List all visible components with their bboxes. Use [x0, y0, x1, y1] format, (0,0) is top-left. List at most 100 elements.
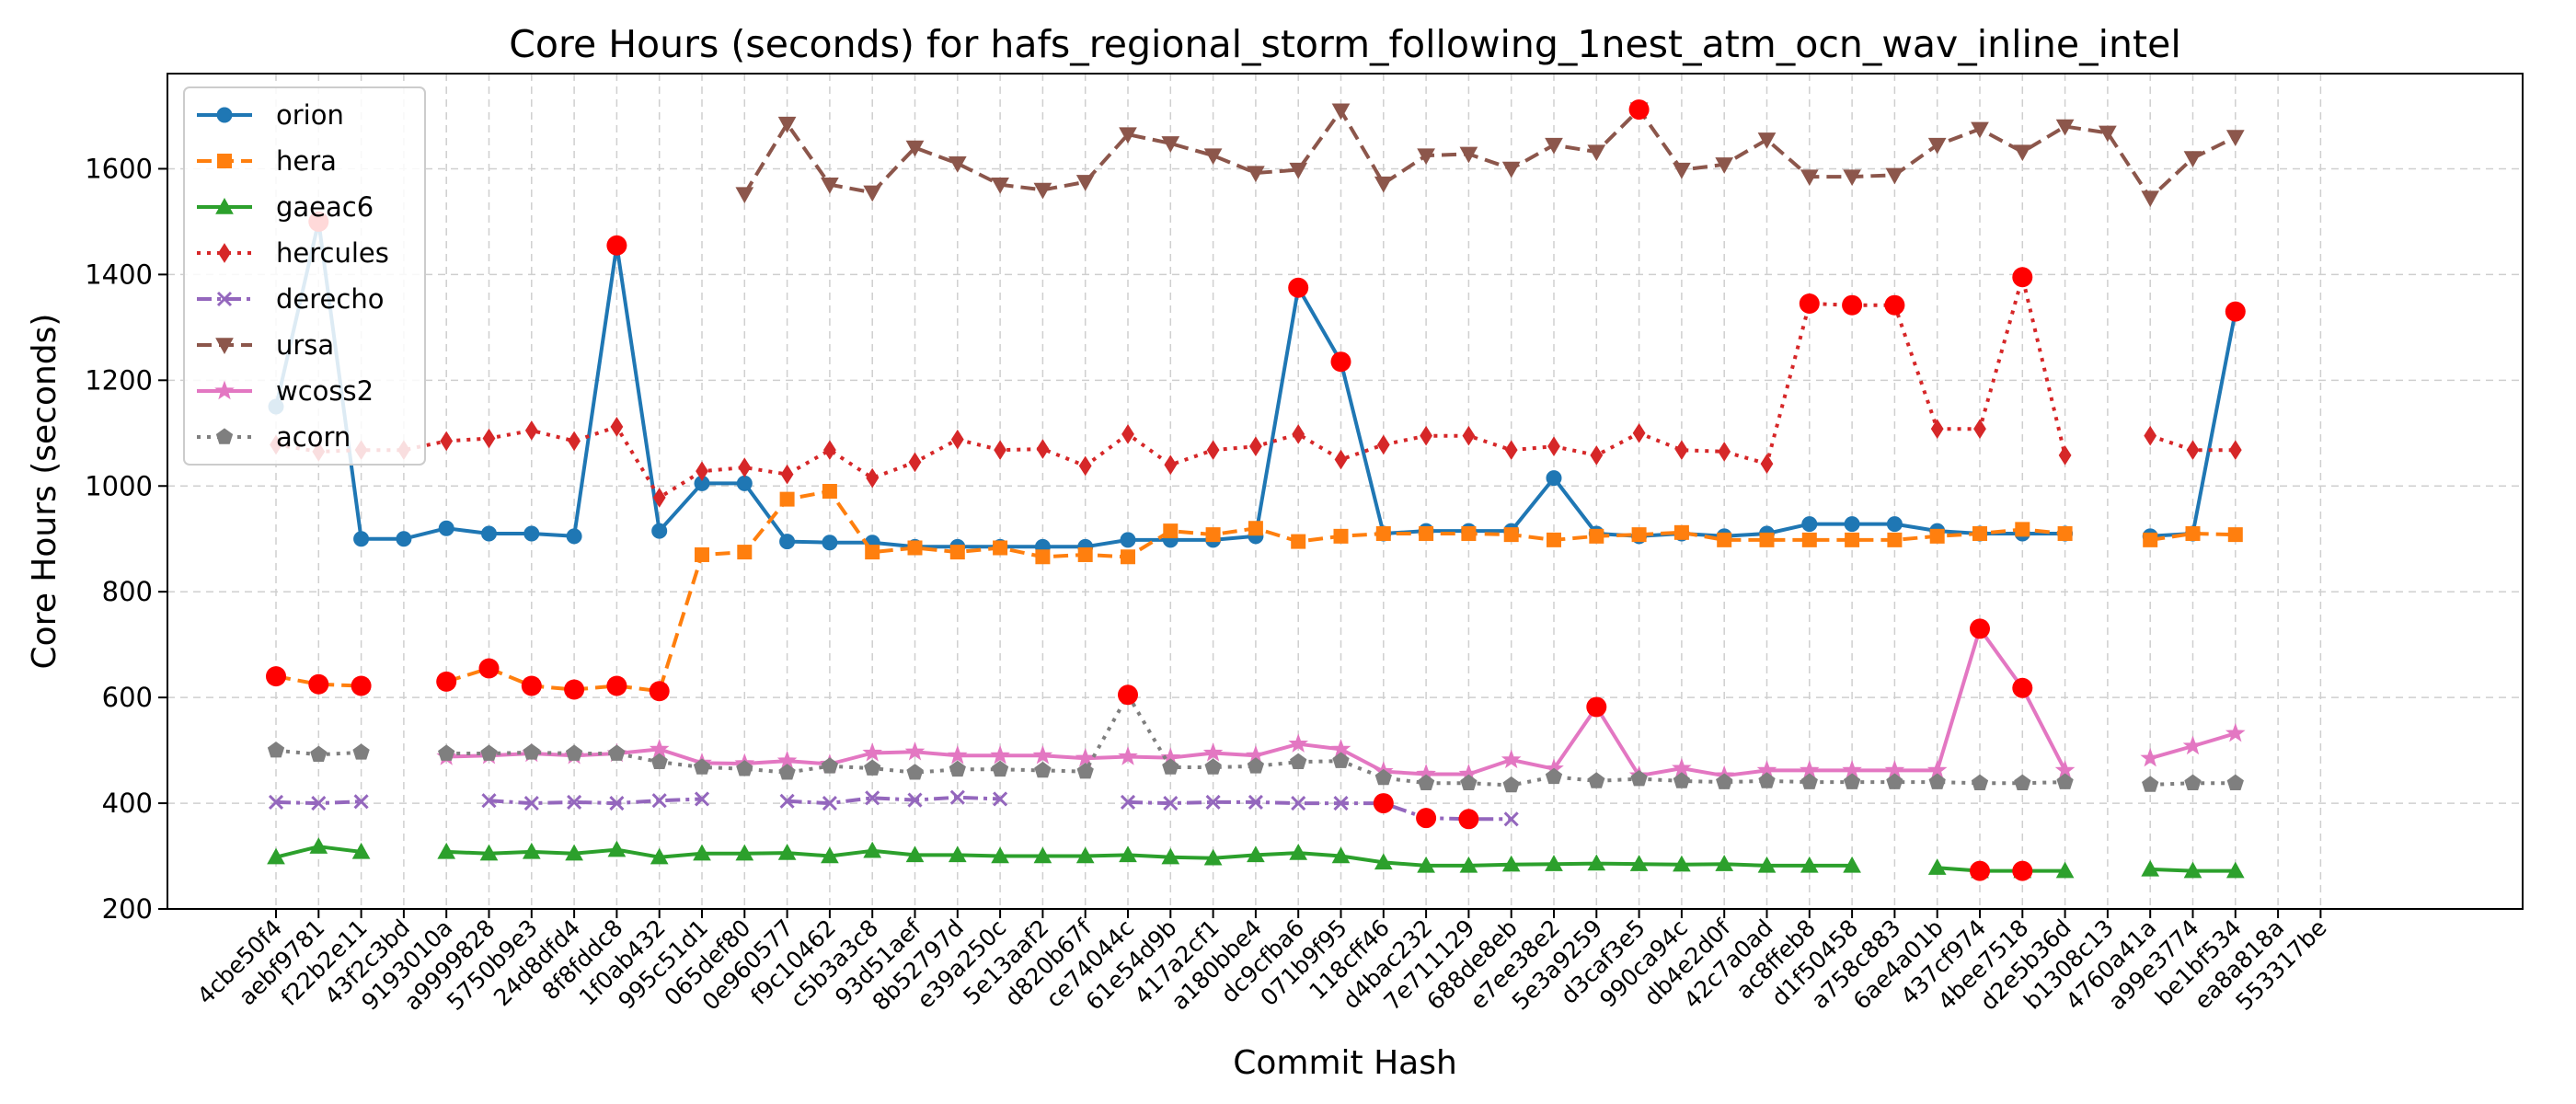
- data-point-acorn: [438, 744, 455, 761]
- data-point-ursa: [905, 140, 925, 157]
- data-point-gaeac6: [1800, 856, 1819, 873]
- highlight-point-hercules: [1799, 293, 1820, 314]
- data-point-wcoss2: [1288, 733, 1309, 753]
- data-point-gaeac6: [991, 846, 1009, 864]
- legend-label-derecho: derecho: [276, 283, 384, 315]
- data-point-hercules: [1504, 440, 1518, 461]
- data-point-hera: [1461, 525, 1477, 541]
- data-point-orion: [566, 528, 582, 545]
- highlight-point-orion: [2225, 301, 2246, 322]
- data-point-acorn: [310, 745, 328, 762]
- data-point-acorn: [523, 743, 540, 760]
- legend-marker-derecho: [216, 291, 233, 307]
- data-point-acorn: [1332, 752, 1350, 768]
- data-point-gaeac6: [437, 842, 456, 859]
- data-point-ursa: [1203, 148, 1223, 166]
- data-point-hera: [1547, 532, 1561, 547]
- data-point-ursa: [1331, 103, 1351, 121]
- data-point-wcoss2: [1202, 742, 1224, 762]
- data-point-derecho: [651, 793, 667, 809]
- data-point-wcoss2: [1501, 749, 1522, 769]
- data-point-derecho: [1291, 796, 1306, 811]
- data-point-orion: [779, 534, 796, 550]
- data-point-acorn: [1204, 758, 1222, 775]
- data-point-ursa: [2099, 125, 2117, 143]
- data-point-gaeac6: [1374, 853, 1393, 870]
- data-point-acorn: [267, 741, 285, 758]
- data-point-hera: [1673, 524, 1689, 540]
- legend-marker-ursa: [215, 338, 234, 355]
- data-point-hercules: [866, 467, 880, 489]
- data-point-hercules: [2058, 445, 2072, 466]
- data-point-hera: [779, 491, 795, 507]
- legend-entry-ursa: ursa: [197, 329, 334, 361]
- y-tick-label: 400: [102, 788, 153, 819]
- series-line-ursa: [742, 108, 2237, 201]
- data-point-acorn: [821, 757, 839, 774]
- data-point-acorn: [1886, 773, 1903, 789]
- data-point-orion: [396, 531, 412, 547]
- data-point-gaeac6: [522, 842, 541, 859]
- data-point-acorn: [991, 760, 1009, 777]
- data-point-acorn: [1034, 761, 1052, 778]
- data-point-ursa: [2225, 130, 2245, 146]
- legend-marker-hercules: [218, 243, 231, 263]
- y-tick-label: 1600: [85, 153, 153, 184]
- data-point-hera: [2143, 532, 2158, 547]
- highlight-point-wcoss2: [1970, 618, 1990, 639]
- data-point-acorn: [2226, 774, 2244, 791]
- data-point-hercules: [1462, 425, 1476, 446]
- data-point-hera: [1077, 546, 1093, 562]
- data-point-acorn: [1673, 772, 1691, 788]
- data-point-hercules: [1036, 439, 1050, 459]
- data-point-gaeac6: [1545, 855, 1563, 871]
- data-point-gaeac6: [863, 841, 882, 858]
- data-point-acorn: [2184, 774, 2202, 791]
- data-point-gaeac6: [905, 845, 925, 863]
- data-point-gaeac6: [693, 844, 711, 861]
- y-tick-label: 1000: [85, 470, 153, 501]
- series-line-derecho: [275, 795, 1512, 822]
- data-point-ursa: [1587, 144, 1606, 162]
- data-point-hera: [1631, 527, 1647, 543]
- data-point-ursa: [2141, 190, 2160, 208]
- data-point-wcoss2: [1075, 747, 1096, 767]
- data-point-hercules: [823, 440, 836, 461]
- data-point-acorn: [949, 760, 966, 777]
- data-point-hercules: [1930, 419, 1944, 440]
- data-point-hera: [1887, 532, 1903, 547]
- data-point-derecho: [481, 793, 497, 809]
- data-point-orion: [353, 531, 370, 547]
- data-point-hercules: [1632, 422, 1646, 443]
- highlight-point-hera: [606, 675, 627, 696]
- legend-entry-wcoss2: wcoss2: [197, 375, 374, 407]
- data-point-gaeac6: [2055, 861, 2075, 879]
- data-point-acorn: [693, 758, 711, 775]
- legend: orion hera gaeac6 hercules derecho ursa wcoss2…: [183, 86, 426, 466]
- data-point-gaeac6: [2183, 861, 2202, 879]
- data-point-derecho: [865, 790, 880, 806]
- data-point-hercules: [1760, 454, 1774, 474]
- data-point-ursa: [777, 116, 797, 133]
- data-point-hercules: [1547, 436, 1560, 456]
- data-point-gaeac6: [2225, 861, 2245, 879]
- data-point-gaeac6: [821, 846, 839, 864]
- data-point-hera: [1035, 549, 1051, 565]
- data-point-gaeac6: [777, 844, 797, 860]
- data-point-ursa: [1374, 176, 1393, 193]
- data-point-hera: [737, 545, 753, 560]
- highlight-point-acorn: [1118, 684, 1138, 706]
- data-point-hera: [1801, 532, 1817, 547]
- data-point-hercules: [2186, 440, 2200, 461]
- data-point-hera: [865, 545, 880, 560]
- data-point-hera: [1375, 525, 1391, 541]
- data-point-acorn: [1971, 774, 1989, 791]
- data-point-ursa: [1800, 169, 1819, 187]
- data-point-gaeac6: [565, 844, 583, 861]
- highlight-point-wcoss2: [1586, 696, 1607, 718]
- data-point-hercules: [994, 440, 1006, 461]
- data-point-orion: [481, 525, 497, 542]
- data-point-ursa: [1247, 166, 1265, 183]
- highlight-markers: [266, 99, 2246, 881]
